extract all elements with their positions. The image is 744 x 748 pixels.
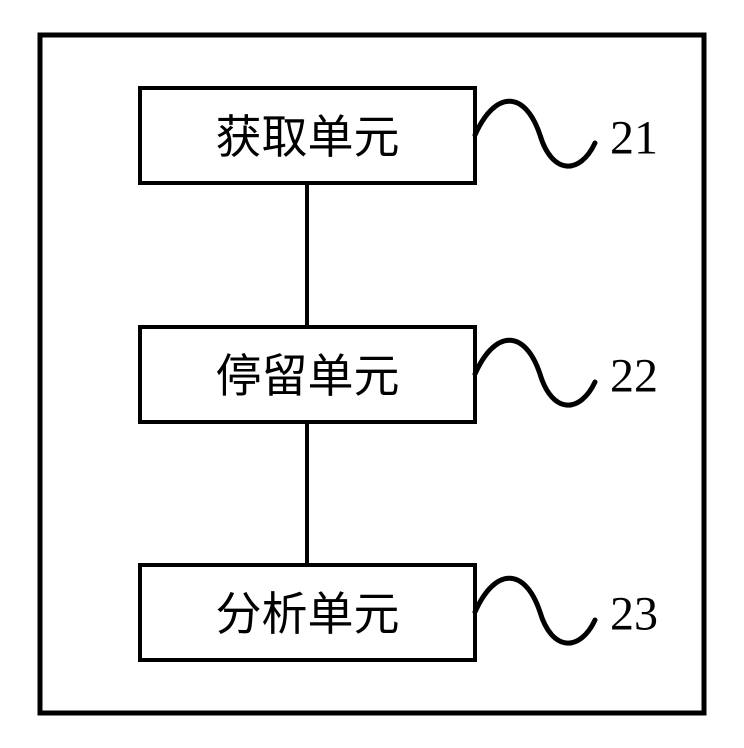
unit-box-box3: 分析单元 (140, 565, 475, 660)
unit-box-label: 获取单元 (216, 112, 400, 163)
unit-box-box2: 停留单元 (140, 327, 475, 422)
diagram-root: 获取单元停留单元分析单元 21 22 23 (0, 0, 744, 748)
unit-box-label: 停留单元 (216, 351, 400, 402)
reference-number: 23 (610, 588, 658, 641)
diagram-svg: 获取单元停留单元分析单元 21 22 23 (0, 0, 744, 748)
unit-box-box1: 获取单元 (140, 88, 475, 183)
reference-number: 22 (610, 350, 658, 403)
reference-number: 21 (610, 112, 658, 165)
unit-box-label: 分析单元 (216, 589, 400, 640)
